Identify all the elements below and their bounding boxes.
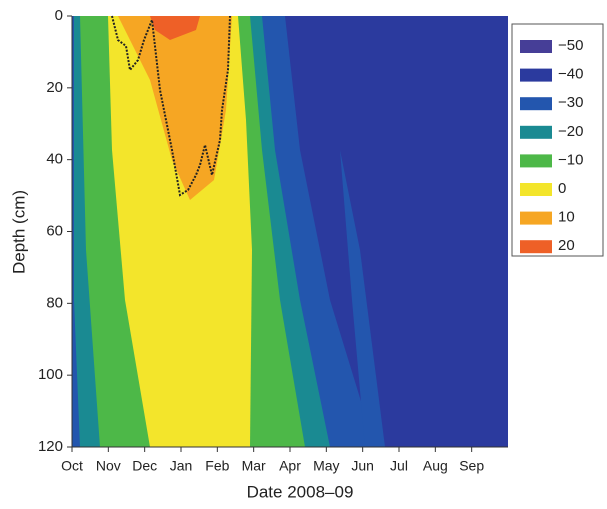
legend-label: 20 <box>558 237 575 254</box>
x-axis-label: Date 2008–09 <box>247 482 354 501</box>
legend-label: 0 <box>558 180 566 197</box>
legend-swatch <box>520 183 552 196</box>
x-tick-label: Mar <box>242 458 266 474</box>
x-tick-label: Sep <box>459 458 484 474</box>
legend-swatch <box>520 125 552 139</box>
legend-swatch <box>520 211 552 225</box>
x-tick-label: Nov <box>96 458 121 474</box>
x-tick-label: May <box>313 458 339 474</box>
x-tick-label: Oct <box>61 458 83 474</box>
legend-swatch <box>520 240 552 254</box>
x-tick-label: Feb <box>205 458 229 474</box>
contour-region <box>150 16 200 40</box>
legend-swatch <box>520 154 552 168</box>
y-tick-label: 100 <box>38 366 63 383</box>
x-tick-label: Jul <box>390 458 408 474</box>
x-tick-label: Apr <box>279 458 301 474</box>
legend-label: −30 <box>558 94 583 111</box>
legend-label: −20 <box>558 123 583 140</box>
x-tick-label: Dec <box>132 458 157 474</box>
x-tick-label: Jan <box>170 458 193 474</box>
legend-swatch <box>520 97 552 111</box>
legend-swatch <box>520 68 552 82</box>
legend-swatch <box>520 40 552 53</box>
legend-label: −10 <box>558 151 583 168</box>
legend-label: 10 <box>558 209 575 226</box>
frost-boundary <box>111 15 231 197</box>
legend-label: −40 <box>558 66 583 83</box>
y-tick-label: 120 <box>38 438 63 455</box>
y-tick-label: 60 <box>46 222 63 239</box>
y-tick-label: 40 <box>46 151 63 168</box>
y-tick-label: 80 <box>46 294 63 311</box>
contour-region <box>340 150 385 447</box>
x-tick-label: Jun <box>351 458 374 474</box>
y-tick-label: 0 <box>55 7 63 24</box>
contour-field <box>72 16 508 447</box>
y-axis-label: Depth (cm) <box>9 190 28 274</box>
y-tick-label: 20 <box>46 79 63 96</box>
x-tick-label: Aug <box>423 458 448 474</box>
legend-label: −50 <box>558 37 583 54</box>
